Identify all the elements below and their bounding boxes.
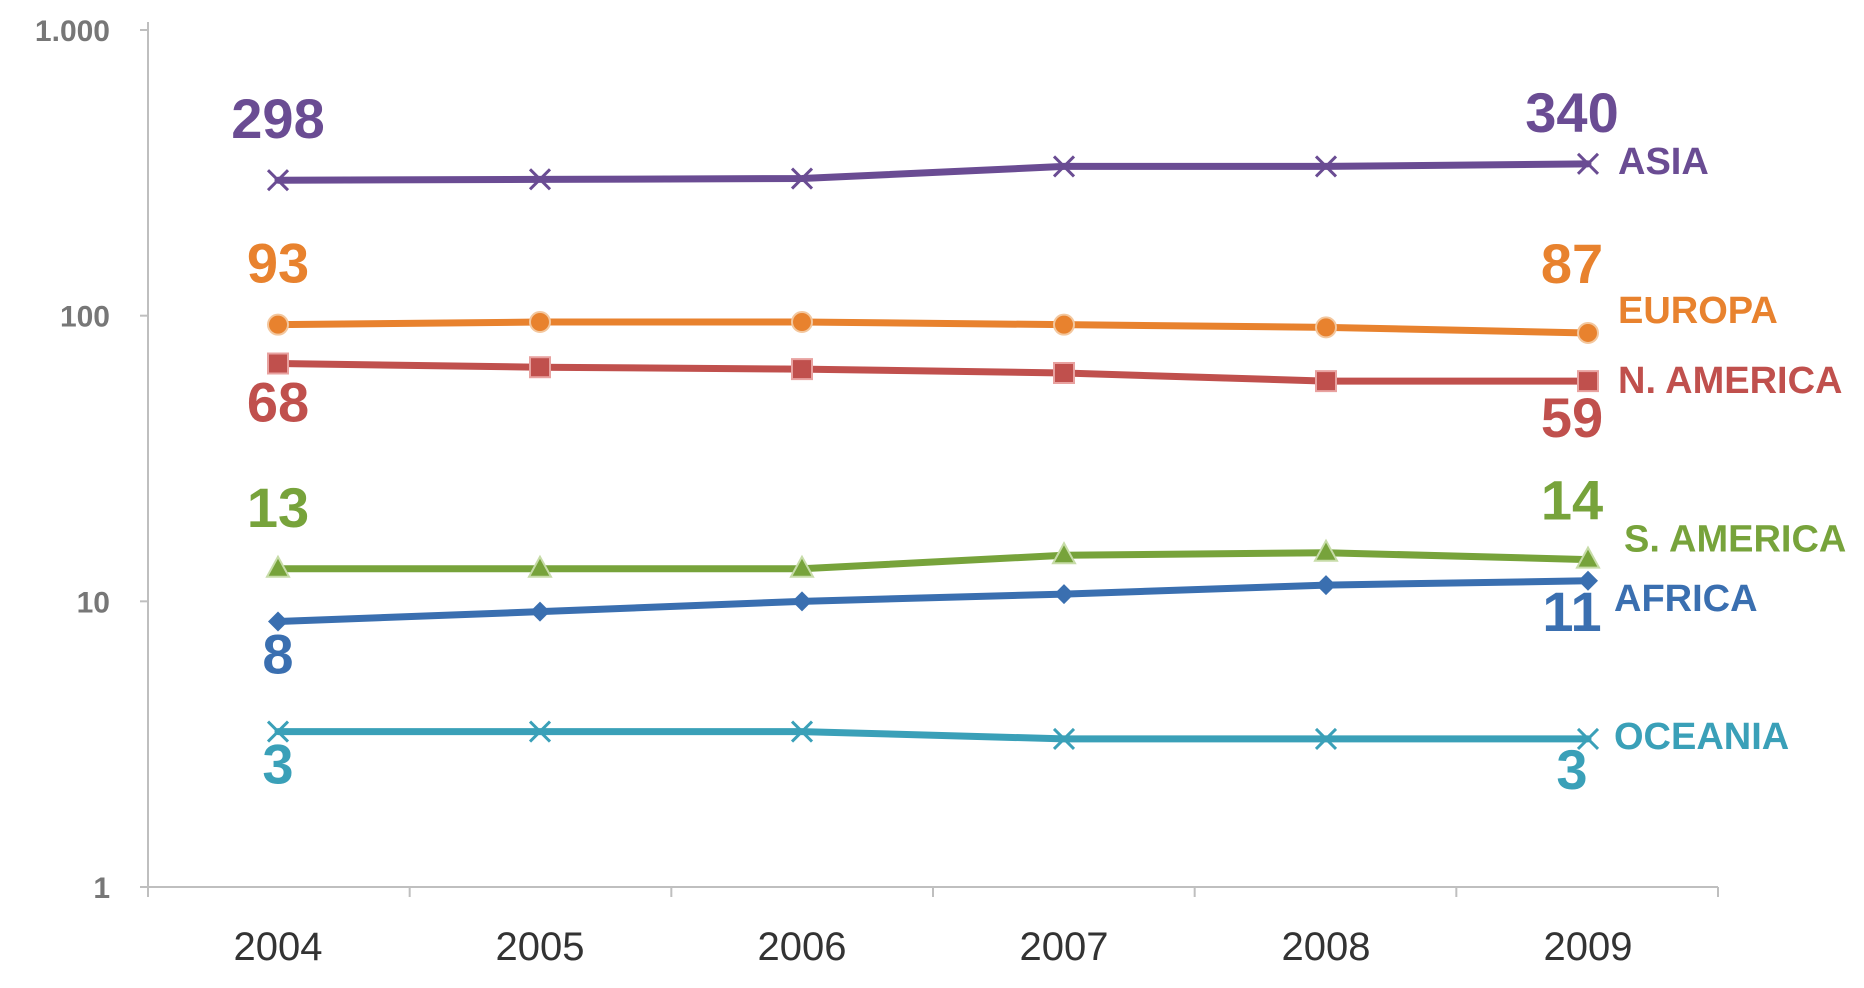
- x-tick-label: 2004: [234, 925, 323, 969]
- data-point: [527, 554, 553, 578]
- data-point: [1316, 575, 1336, 596]
- data-label-first: 298: [231, 87, 324, 150]
- x-tick-label: 2008: [1282, 925, 1371, 969]
- series-name-label: EUROPA: [1618, 290, 1778, 332]
- series-asia: [266, 152, 1600, 192]
- data-point: [790, 720, 814, 743]
- series-name-label: AFRICA: [1614, 578, 1758, 620]
- series-line: [274, 577, 1592, 625]
- series-line: [274, 728, 1592, 743]
- data-point: [791, 311, 813, 334]
- series-line: [274, 360, 1592, 385]
- series-line: [274, 549, 1592, 573]
- x-tick-label: 2005: [496, 925, 585, 969]
- data-point: [266, 720, 290, 743]
- data-point: [1315, 370, 1337, 393]
- data-point: [1054, 584, 1074, 605]
- data-label-first: 13: [247, 476, 309, 539]
- data-point: [1577, 321, 1599, 344]
- series-name-label: ASIA: [1618, 141, 1709, 183]
- series-n-america: [267, 352, 1599, 393]
- data-label-last: 14: [1541, 469, 1603, 532]
- y-tick-label: 10: [77, 586, 110, 619]
- series-line: [274, 318, 1592, 337]
- series-oceania: [266, 720, 1600, 750]
- series-europa: [267, 311, 1599, 344]
- data-label-last: 87: [1541, 232, 1603, 295]
- data-point: [529, 311, 551, 334]
- data-point: [1053, 361, 1075, 384]
- data-point: [265, 554, 291, 578]
- data-point: [1051, 541, 1077, 565]
- data-point: [528, 168, 552, 191]
- data-point: [267, 313, 289, 336]
- y-tick-label: 100: [60, 301, 110, 334]
- x-tick-label: 2009: [1544, 925, 1633, 969]
- data-point: [528, 720, 552, 743]
- series-line: [274, 160, 1592, 184]
- data-label-last: 59: [1541, 386, 1603, 449]
- data-point: [1314, 727, 1338, 750]
- data-point: [1575, 545, 1601, 569]
- series-africa: [268, 570, 1598, 632]
- x-tick-label: 2006: [758, 925, 847, 969]
- series-name-label: N. AMERICA: [1618, 360, 1842, 402]
- data-point: [529, 356, 551, 379]
- data-point: [1052, 727, 1076, 750]
- series-layer: [265, 152, 1601, 750]
- data-label-last: 340: [1525, 81, 1618, 144]
- data-point: [267, 352, 289, 375]
- data-point: [790, 167, 814, 190]
- data-point: [1053, 313, 1075, 336]
- data-label-last: 3: [1556, 738, 1587, 801]
- data-label-first: 3: [262, 733, 293, 796]
- series-name-label: OCEANIA: [1614, 716, 1789, 758]
- data-point: [1576, 727, 1600, 750]
- data-label-first: 8: [262, 622, 293, 685]
- data-point: [1578, 570, 1598, 591]
- data-point: [268, 611, 288, 632]
- x-tick-label: 2007: [1020, 925, 1109, 969]
- data-point: [789, 554, 815, 578]
- y-tick-label: 1.000: [35, 15, 110, 48]
- data-point: [1314, 155, 1338, 178]
- series-name-label: S. AMERICA: [1624, 519, 1846, 561]
- data-point: [1315, 316, 1337, 339]
- chart-axes: 1 10 100 1.000 2004 2005 2006 2007 2008 2009: [35, 15, 1719, 969]
- y-tick-label: 1: [93, 872, 110, 905]
- data-point: [1313, 538, 1339, 562]
- data-point: [1577, 370, 1599, 393]
- data-point: [1576, 152, 1600, 175]
- data-point: [266, 169, 290, 192]
- data-point: [530, 601, 550, 622]
- data-label-last: 11: [1542, 580, 1601, 643]
- data-label-first: 68: [247, 371, 309, 434]
- data-point: [792, 591, 812, 612]
- data-point: [791, 358, 813, 381]
- data-label-first: 93: [247, 232, 309, 295]
- data-point: [1052, 155, 1076, 178]
- series-s-america: [265, 538, 1601, 578]
